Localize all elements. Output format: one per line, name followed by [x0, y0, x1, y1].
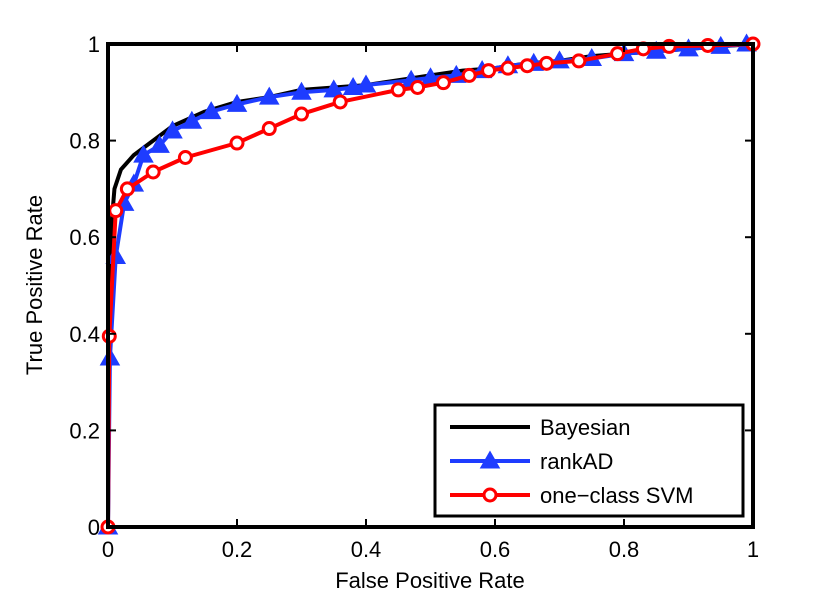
data-point — [435, 75, 451, 91]
legend-label: rankAD — [540, 449, 613, 474]
y-tick-label: 1 — [88, 32, 100, 57]
data-point — [323, 79, 345, 98]
data-point — [294, 106, 309, 122]
data-point — [162, 120, 183, 139]
legend: Bayesian rankAD one−class SVM — [433, 403, 745, 518]
y-axis-label: True Positive Rate — [22, 195, 47, 375]
legend-label: Bayesian — [540, 415, 631, 440]
data-point — [500, 60, 516, 76]
y-tick-label: 0.2 — [69, 418, 100, 443]
data-point — [355, 74, 377, 93]
y-tick-label: 0 — [88, 515, 100, 540]
x-tick-label: 0.8 — [609, 537, 640, 562]
legend-items: Bayesian rankAD one−class SVM — [450, 415, 693, 508]
data-point — [258, 86, 280, 105]
x-tick-label: 0 — [102, 537, 114, 562]
data-point — [119, 181, 135, 197]
data-point — [145, 164, 161, 180]
legend-swatch-marker — [479, 450, 501, 469]
series-one-class-svm — [100, 36, 761, 535]
data-point — [390, 82, 406, 98]
y-tick-label: 0.4 — [69, 322, 100, 347]
data-point — [108, 203, 124, 219]
data-point — [133, 144, 154, 163]
legend-item: one−class SVM — [450, 483, 693, 508]
data-point — [181, 110, 203, 129]
x-tick-label: 0.6 — [480, 537, 511, 562]
data-point — [200, 101, 222, 120]
data-point — [539, 55, 555, 71]
x-tick-label: 0.2 — [222, 537, 253, 562]
data-point — [481, 63, 497, 79]
legend-item: Bayesian — [450, 415, 631, 440]
y-tick-label: 0.8 — [69, 129, 100, 154]
x-tick-label: 1 — [747, 537, 759, 562]
data-point — [332, 94, 348, 110]
legend-item: rankAD — [450, 449, 613, 474]
plot-frame — [106, 42, 755, 529]
data-point — [571, 53, 587, 69]
legend-label: one−class SVM — [540, 483, 693, 508]
data-point — [149, 134, 170, 153]
x-axis-label: False Positive Rate — [335, 568, 525, 593]
data-point — [177, 150, 193, 166]
data-point — [461, 67, 477, 83]
y-tick-label: 0.6 — [69, 225, 100, 250]
data-point — [410, 79, 426, 95]
data-point — [519, 58, 535, 74]
x-tick-label: 0.4 — [351, 537, 382, 562]
series-layer — [97, 33, 761, 535]
data-point — [226, 93, 248, 112]
data-point — [229, 135, 245, 151]
data-point — [610, 46, 626, 62]
data-point — [645, 40, 667, 59]
ticks-layer: 0 0.2 0.4 0.6 0.8 1 0 0.2 0.4 0.6 0.8 1 — [69, 32, 759, 562]
legend-swatch-marker — [482, 487, 498, 503]
data-point — [261, 121, 277, 137]
data-point — [291, 81, 312, 100]
